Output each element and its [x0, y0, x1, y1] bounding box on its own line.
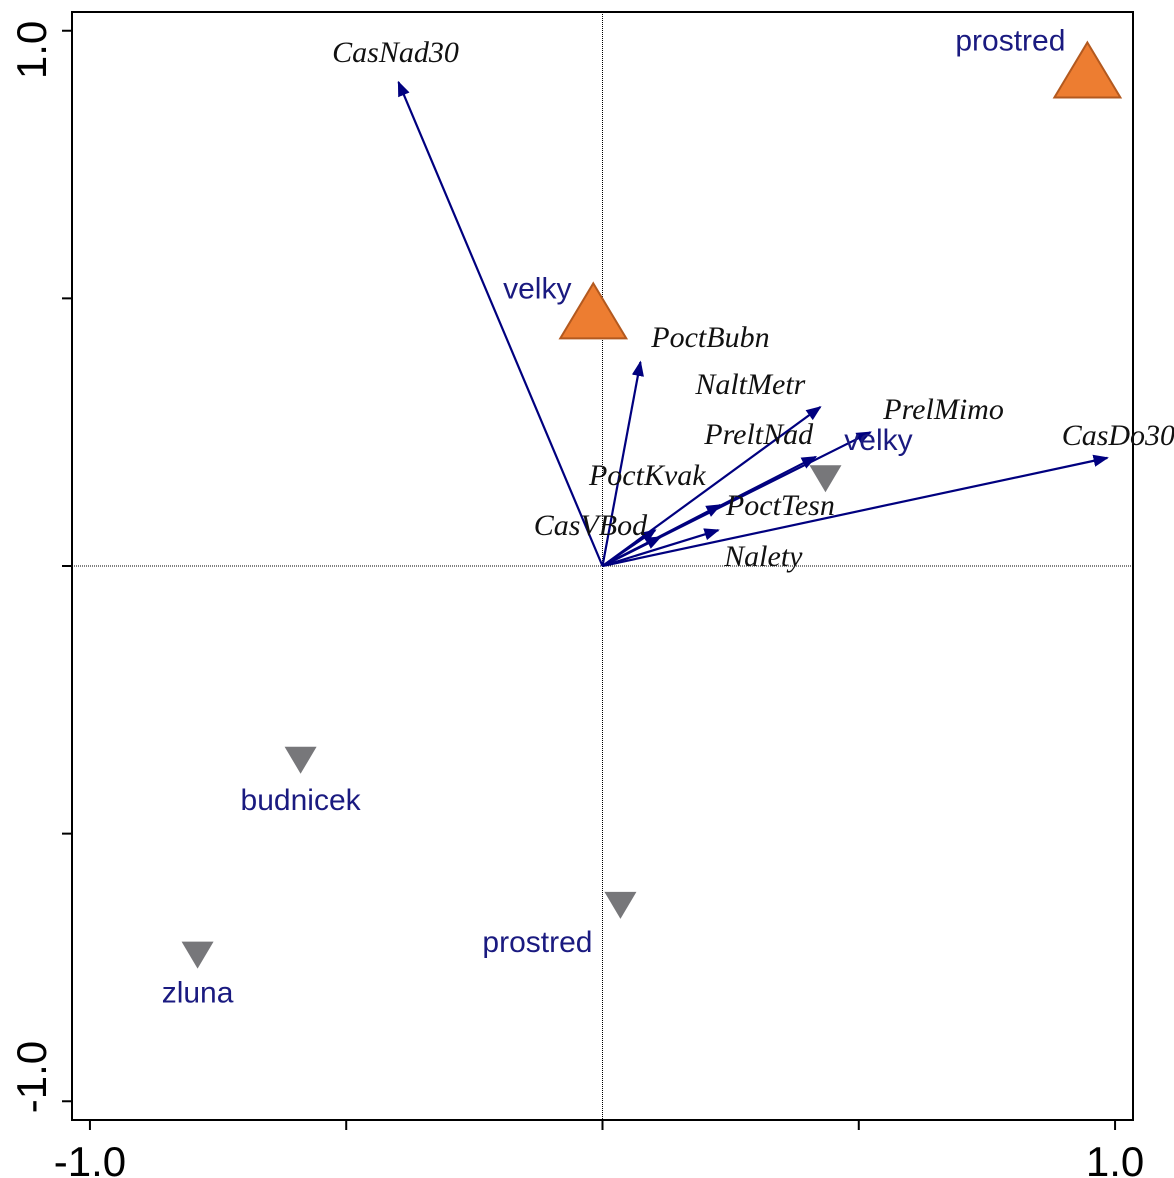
point	[181, 941, 214, 969]
arrow	[602, 528, 720, 568]
arrow-label: CasVBod	[534, 509, 648, 542]
arrow-label: NaltMetr	[694, 368, 805, 401]
point-label: budnicek	[241, 784, 362, 817]
point	[604, 891, 637, 919]
point-label: velky	[503, 272, 571, 305]
arrow-label: Nalety	[723, 540, 803, 573]
point-label: prostred	[955, 24, 1065, 57]
arrow	[397, 80, 604, 567]
arrow-label: PrelMimo	[882, 393, 1004, 426]
point	[558, 281, 629, 340]
y-tick-label: -1.0	[8, 1041, 55, 1113]
arrow	[601, 529, 657, 567]
arrow-label: PoctTesn	[725, 489, 835, 522]
arrow	[602, 536, 662, 567]
arrow-label: PoctBubn	[650, 321, 769, 354]
point-label: velky	[844, 424, 912, 457]
y-tick-label: 1.0	[8, 21, 55, 79]
point	[809, 465, 842, 493]
arrow-label: PreltNad	[703, 418, 814, 451]
arrow	[602, 454, 1109, 568]
point-label: prostred	[482, 926, 592, 959]
arrow	[601, 406, 822, 567]
x-tick-label: 1.0	[1086, 1138, 1144, 1178]
point	[1052, 40, 1123, 99]
x-tick-label: -1.0	[54, 1138, 126, 1178]
arrow-label: CasNad30	[332, 36, 459, 69]
arrow-label: CasDo30	[1062, 419, 1174, 452]
arrow	[601, 360, 644, 567]
point-label: zluna	[162, 977, 234, 1010]
arrow-label: PoctKvak	[588, 459, 706, 492]
point	[284, 746, 317, 774]
